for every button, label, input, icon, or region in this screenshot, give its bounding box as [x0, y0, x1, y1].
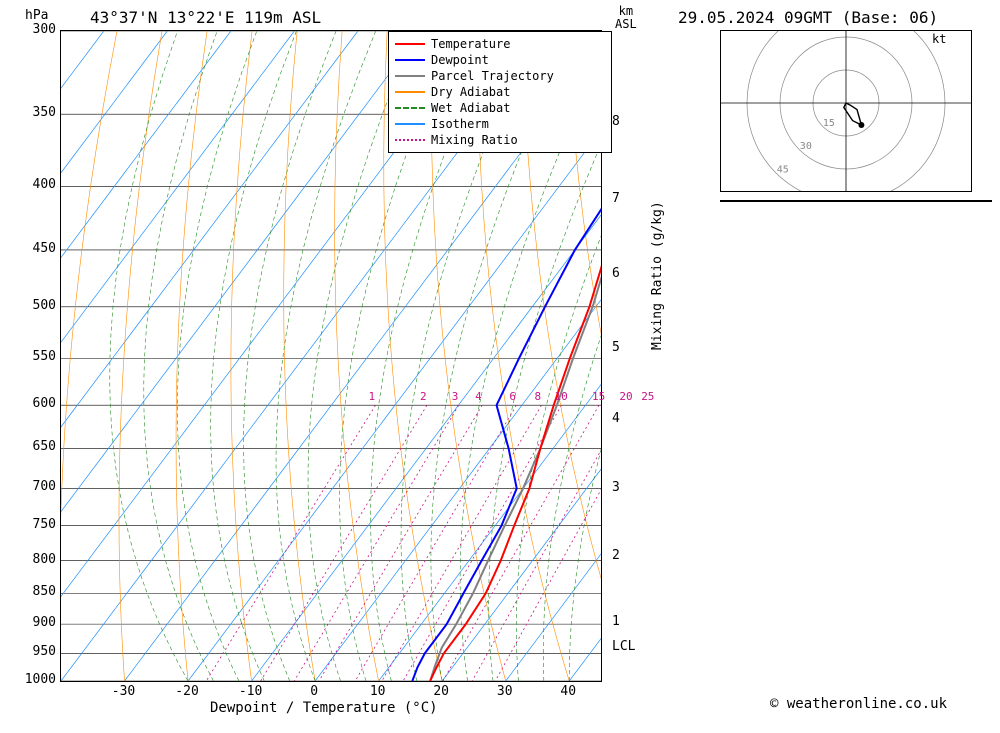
legend-swatch [395, 75, 425, 77]
legend-swatch [395, 59, 425, 61]
legend-label: Mixing Ratio [431, 133, 518, 147]
mixratio-tick: 8 [534, 390, 541, 403]
lcl-label: LCL [612, 639, 635, 654]
legend-row: Isotherm [395, 116, 605, 132]
pressure-tick: 600 [18, 396, 56, 411]
mixratio-tick: 3 [452, 390, 459, 403]
pressure-tick: 1000 [18, 672, 56, 687]
pressure-tick: 650 [18, 439, 56, 454]
hodograph: 15 30 45 [720, 30, 972, 192]
temperature-tick: 20 [421, 684, 461, 699]
legend-swatch [395, 107, 425, 109]
altitude-tick: 4 [612, 411, 620, 426]
altitude-tick: 8 [612, 114, 620, 129]
legend-swatch [395, 91, 425, 93]
pressure-tick: 400 [18, 177, 56, 192]
temperature-tick: 40 [548, 684, 588, 699]
pressure-tick: 550 [18, 349, 56, 364]
location-title: 43°37'N 13°22'E 119m ASL [90, 8, 321, 27]
temperature-tick: -30 [104, 684, 144, 699]
temperature-tick: 0 [294, 684, 334, 699]
x-axis-label: Dewpoint / Temperature (°C) [210, 700, 438, 716]
pressure-tick: 800 [18, 552, 56, 567]
legend-row: Dewpoint [395, 52, 605, 68]
attribution: © weatheronline.co.uk [770, 696, 947, 712]
temperature-tick: 10 [358, 684, 398, 699]
legend-label: Isotherm [431, 117, 489, 131]
legend-label: Parcel Trajectory [431, 69, 554, 83]
legend-swatch [395, 43, 425, 45]
y-axis-left-label: hPa [25, 8, 48, 23]
legend-row: Parcel Trajectory [395, 68, 605, 84]
legend-row: Dry Adiabat [395, 84, 605, 100]
legend-label: Dry Adiabat [431, 85, 510, 99]
legend-label: Temperature [431, 37, 510, 51]
legend-swatch [395, 139, 425, 141]
legend-row: Mixing Ratio [395, 132, 605, 148]
altitude-tick: 5 [612, 340, 620, 355]
pressure-tick: 450 [18, 241, 56, 256]
y-axis-right-label: kmASL [615, 5, 637, 31]
legend-label: Dewpoint [431, 53, 489, 67]
legend-row: Wet Adiabat [395, 100, 605, 116]
legend-swatch [395, 123, 425, 125]
pressure-tick: 700 [18, 479, 56, 494]
altitude-tick: 7 [612, 191, 620, 206]
temperature-tick: -20 [167, 684, 207, 699]
pressure-tick: 500 [18, 298, 56, 313]
svg-text:15: 15 [823, 118, 835, 129]
datetime-title: 29.05.2024 09GMT (Base: 06) [678, 8, 938, 27]
altitude-tick: 6 [612, 266, 620, 281]
mixratio-tick: 25 [641, 390, 654, 403]
legend: Temperature Dewpoint Parcel Trajectory Dry … [388, 31, 612, 153]
mixratio-tick: 2 [420, 390, 427, 403]
svg-text:45: 45 [777, 164, 789, 175]
altitude-tick: 2 [612, 548, 620, 563]
pressure-tick: 350 [18, 105, 56, 120]
indices-table [720, 200, 992, 202]
pressure-tick: 950 [18, 644, 56, 659]
altitude-tick: 1 [612, 614, 620, 629]
mixratio-tick: 20 [619, 390, 632, 403]
altitude-tick: 3 [612, 480, 620, 495]
pressure-tick: 750 [18, 517, 56, 532]
wind-barb-column [675, 30, 705, 680]
mixratio-tick: 15 [592, 390, 605, 403]
pressure-tick: 900 [18, 615, 56, 630]
mixratio-tick: 6 [509, 390, 516, 403]
mixratio-tick: 1 [368, 390, 375, 403]
svg-text:30: 30 [800, 141, 812, 152]
mixratio-axis-label: Mixing Ratio (g/kg) [650, 201, 665, 350]
legend-row: Temperature [395, 36, 605, 52]
temperature-tick: 30 [485, 684, 525, 699]
pressure-tick: 850 [18, 584, 56, 599]
legend-label: Wet Adiabat [431, 101, 510, 115]
pressure-tick: 300 [18, 22, 56, 37]
temperature-tick: -10 [231, 684, 271, 699]
hodograph-unit-label: kt [932, 32, 946, 46]
mixratio-tick: 4 [475, 390, 482, 403]
mixratio-tick: 10 [554, 390, 567, 403]
